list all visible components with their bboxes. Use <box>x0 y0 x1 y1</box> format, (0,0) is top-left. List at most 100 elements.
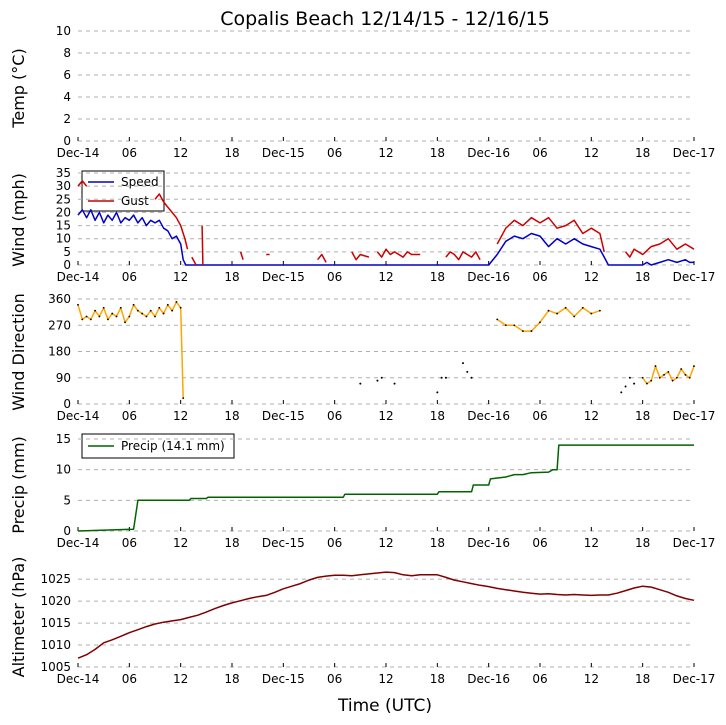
direction-point <box>154 315 156 318</box>
direction-point <box>175 301 178 303</box>
precip-xtick-label: 18 <box>224 536 239 550</box>
direction-xtick-label: 06 <box>122 409 137 423</box>
temp-xtick-label: 18 <box>635 146 650 160</box>
panel-direction: Wind Direction 0 90 180 270 360 Dec-14 06 12 18 D… <box>9 292 715 423</box>
precip-xtick-label: 18 <box>635 536 650 550</box>
wind-series-gust-line <box>191 256 197 266</box>
wind-series-speed-line <box>77 209 694 266</box>
altimeter-xtick-label: 06 <box>122 672 137 686</box>
altimeter-grid <box>78 578 694 668</box>
direction-point <box>89 318 92 321</box>
temp-xtick-label: Dec-14 <box>57 146 100 160</box>
direction-point <box>470 376 473 379</box>
direction-point <box>650 379 653 382</box>
legend-speed: Speed <box>121 175 159 189</box>
direction-point <box>359 382 362 385</box>
altimeter-ytick-label: 1005 <box>40 660 71 674</box>
wind-series-gust-line <box>317 253 327 263</box>
temp-xtick-label: 12 <box>378 146 393 160</box>
direction-point <box>444 376 447 379</box>
temp-xtick-label: 12 <box>173 146 188 160</box>
precip-xtick-label: 06 <box>532 536 547 550</box>
direction-point <box>667 371 670 373</box>
wind-xtick-label: 18 <box>635 270 650 284</box>
temp-grid <box>78 30 694 142</box>
direction-point <box>688 376 691 379</box>
altimeter-xtick-label: 06 <box>532 672 547 686</box>
temp-ytick-label: 2 <box>63 112 71 126</box>
altimeter-series-altimeter-line <box>77 571 695 659</box>
temp-xtick-label: Dec-16 <box>467 146 510 160</box>
direction-point <box>98 315 101 318</box>
direction-ytick-label: 0 <box>63 397 71 411</box>
direction-point <box>564 306 567 309</box>
direction-point <box>654 365 657 367</box>
precip-xtick-label: Dec-16 <box>467 536 510 550</box>
wind-ytick-label: 10 <box>56 232 71 246</box>
direction-point <box>521 330 524 332</box>
precip-ytick-label: 5 <box>63 493 71 507</box>
direction-point <box>115 315 118 318</box>
temp-xtick-label: 12 <box>584 146 599 160</box>
temp-ytick-label: 6 <box>63 68 71 82</box>
altimeter-plot <box>77 571 695 659</box>
direction-point <box>102 306 105 309</box>
direction-point <box>539 321 541 324</box>
altimeter-xtick-label: 18 <box>224 672 239 686</box>
wind-ytick-label: 30 <box>56 179 71 193</box>
wind-series-gust-line <box>351 251 370 261</box>
precip-ytick-label: 0 <box>63 524 71 538</box>
altimeter-ytick-label: 1010 <box>40 638 71 652</box>
direction-point <box>179 306 182 309</box>
altimeter-ytick-label: 1025 <box>40 572 71 586</box>
direction-point <box>158 306 161 309</box>
direction-series-direction-line <box>77 301 184 399</box>
direction-point <box>628 376 631 379</box>
precip-ytick-label: 15 <box>56 432 71 446</box>
direction-point <box>141 312 144 315</box>
wind-xtick-label: 12 <box>378 270 393 284</box>
wind-xtick-label: 18 <box>224 270 239 284</box>
wind-xtick-label: 12 <box>173 270 188 284</box>
altimeter-ytick-label: 1020 <box>40 594 71 608</box>
wind-ytick-label: 5 <box>63 245 71 259</box>
direction-point <box>136 309 139 312</box>
altimeter-ytick-label: 1015 <box>40 616 71 630</box>
direction-point <box>620 391 623 394</box>
wind-xtick-label: 12 <box>584 270 599 284</box>
temp-xtick-label: 06 <box>122 146 137 160</box>
precip-xtick-label: Dec-17 <box>673 536 716 550</box>
direction-xtick-label: 12 <box>173 409 188 423</box>
wind-ytick-label: 15 <box>56 219 71 233</box>
temp-y-label: Temp (°C) <box>9 48 28 128</box>
wind-y-label: Wind (mph) <box>9 173 28 267</box>
direction-point <box>590 312 593 315</box>
direction-point <box>128 315 131 318</box>
wind-series-gust-line <box>445 251 481 261</box>
direction-point <box>145 315 148 318</box>
direction-point <box>462 362 464 365</box>
wind-xtick-label: 06 <box>327 270 342 284</box>
direction-point <box>119 306 122 309</box>
temp-ytick-label: 8 <box>63 46 71 60</box>
wind-xtick-label: Dec-15 <box>262 270 305 284</box>
altimeter-xtick-label: 18 <box>430 672 445 686</box>
direction-xtick-label: 18 <box>224 409 239 423</box>
direction-point <box>633 382 636 385</box>
direction-point <box>94 309 97 312</box>
figure-title: Copalis Beach 12/14/15 - 12/16/15 <box>220 8 550 30</box>
direction-point <box>646 382 648 385</box>
wind-xtick-label: Dec-17 <box>673 270 716 284</box>
direction-point <box>671 379 674 382</box>
wind-series-gust-line <box>154 193 189 250</box>
temp-xtick-label: 18 <box>430 146 445 160</box>
direction-point <box>376 379 379 382</box>
precip-xtick-label: Dec-14 <box>57 536 100 550</box>
direction-point <box>693 365 695 367</box>
direction-ytick-label: 90 <box>56 371 71 385</box>
wind-xtick-label: 06 <box>122 270 137 284</box>
direction-point <box>162 312 165 315</box>
temp-xtick-label: Dec-17 <box>673 146 716 160</box>
direction-point <box>111 312 114 315</box>
precip-xtick-label: 12 <box>173 536 188 550</box>
